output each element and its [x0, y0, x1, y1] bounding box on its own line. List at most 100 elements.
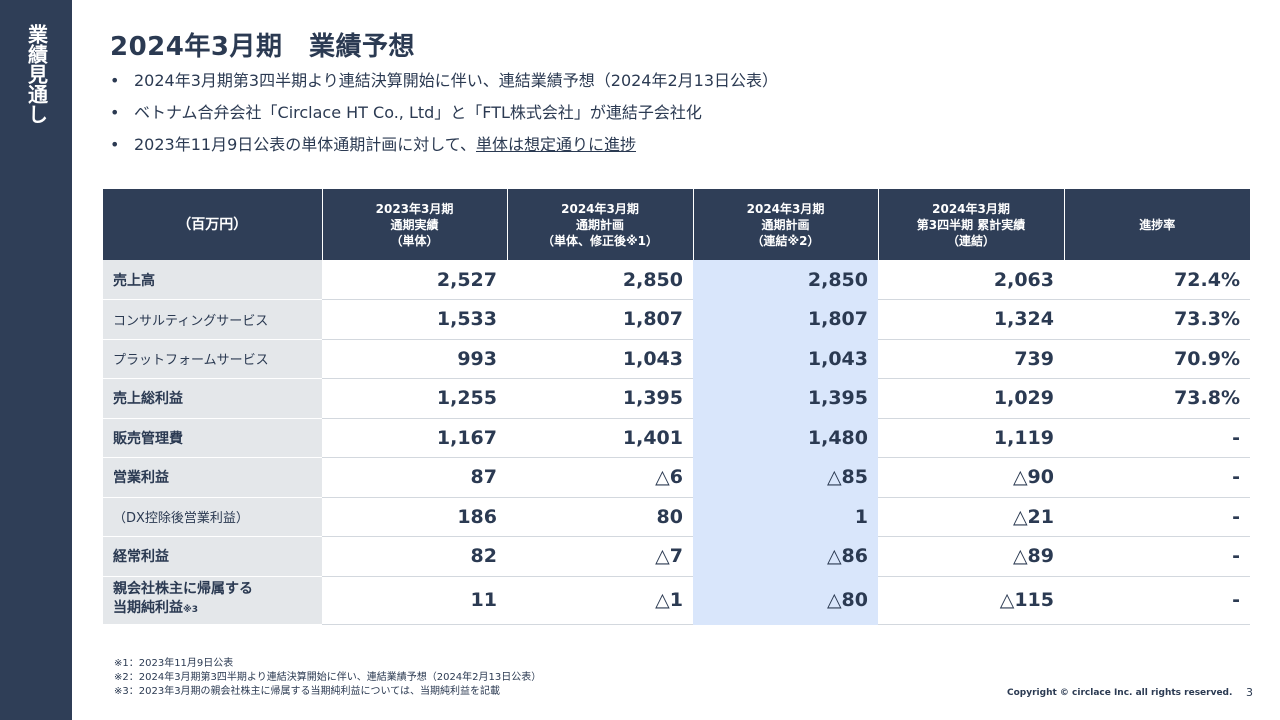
- table-row: 販売管理費 1,167 1,401 1,480 1,119-: [103, 418, 1250, 458]
- table-row: 売上高 2,527 2,850 2,850 2,063 72.4%: [103, 260, 1250, 300]
- row-label: 親会社株主に帰属する 当期純利益※3: [103, 576, 322, 625]
- header-line: 第3四半期 累計実績: [916, 217, 1026, 232]
- bullet-item: • ベトナム合弁会社「Circlace HT Co., Ltd」と「FTL株式会社…: [110, 103, 702, 122]
- table-row: 営業利益 87 △6 △85 △90-: [103, 457, 1250, 498]
- page-title: 2024年3月期 業績予想: [110, 32, 415, 62]
- value-cell: 186: [322, 497, 507, 537]
- value-cell: 1,119: [878, 418, 1064, 458]
- value-cell: 1,395: [693, 378, 878, 419]
- value-cell: 739: [878, 339, 1064, 379]
- value-cell: △7: [507, 536, 693, 577]
- header-line: （連結）: [946, 233, 995, 248]
- bullet-list: • 2024年3月期第3四半期より連結決算開始に伴い、連結業績予想（2024年2月…: [110, 68, 1010, 164]
- header-unit-cell: （百万円）: [103, 189, 323, 260]
- row-label: （DX控除後営業利益）: [103, 497, 322, 537]
- value-cell: 72.4%: [1064, 260, 1250, 300]
- header-line: 通期実績: [390, 217, 439, 232]
- column-header: 2023年3月期 通期実績 （単体）: [322, 189, 508, 260]
- bullet-text: 2023年11月9日公表の単体通期計画に対して、: [134, 135, 476, 154]
- value-cell: △85: [693, 457, 878, 498]
- value-cell: 73.8%: [1064, 378, 1250, 419]
- value-cell: 73.3%: [1064, 299, 1250, 340]
- row-label: コンサルティングサービス: [103, 299, 322, 340]
- column-header: 2024年3月期 第3四半期 累計実績 （連結）: [878, 189, 1065, 260]
- value-cell: 11: [322, 576, 507, 625]
- value-cell: -: [1064, 457, 1250, 498]
- value-cell: 1,324: [878, 299, 1064, 340]
- table-row: プラットフォームサービス 993 1,043 1,043 739 70.9%: [103, 339, 1250, 379]
- value-cell: 82: [322, 536, 507, 577]
- bullet-underlined-text: 単体は想定通りに進捗: [475, 135, 636, 154]
- table-row: コンサルティングサービス 1,533 1,807 1,807 1,324 73.3%: [103, 299, 1250, 340]
- header-line: 2024年3月期: [932, 201, 1010, 216]
- value-cell: 80: [507, 497, 693, 537]
- footnote-3: ※3：2023年3月期の親会社株主に帰属する当期純利益については、当期純利益を記…: [114, 686, 501, 697]
- header-line: （単体、修正後※1）: [541, 233, 659, 248]
- row-label: 経常利益: [103, 536, 322, 577]
- header-line: 通期計画: [761, 217, 810, 232]
- sidebar: 業績見通し: [0, 0, 72, 720]
- value-cell: 1,395: [507, 378, 693, 419]
- value-cell: 2,527: [322, 260, 507, 300]
- value-cell: △21: [878, 497, 1064, 537]
- value-cell: 2,850: [693, 260, 878, 300]
- value-cell: 1,255: [322, 378, 507, 419]
- value-cell: 1,533: [322, 299, 507, 340]
- value-cell: △6: [507, 457, 693, 498]
- value-cell: △1: [507, 576, 693, 625]
- row-label-line: 当期純利益※3: [113, 599, 312, 620]
- value-cell: 1: [693, 497, 878, 537]
- value-cell: -: [1064, 536, 1250, 577]
- value-cell: 1,043: [693, 339, 878, 379]
- value-cell: 993: [322, 339, 507, 379]
- footnote-2: ※2：2024年3月期第3四半期より連結決算開始に伴い、連結業績予想（2024年…: [114, 672, 542, 683]
- forecast-table: （百万円） 2023年3月期 通期実績 （単体） 2024年3月期 通期計画 （単体、修正後…: [103, 189, 1250, 625]
- table-row: 経常利益 82 △7 △86 △89-: [103, 536, 1250, 577]
- column-header: 2024年3月期 通期計画 （連結※2）: [693, 189, 879, 260]
- row-label: 営業利益: [103, 457, 322, 498]
- row-label-line: 親会社株主に帰属する: [113, 581, 253, 597]
- value-cell: 1,029: [878, 378, 1064, 419]
- row-label: 売上高: [103, 260, 322, 300]
- row-label: 売上総利益: [103, 378, 322, 419]
- footnote-1: ※1：2023年11月9日公表: [114, 658, 234, 669]
- header-line: （単体）: [390, 233, 439, 248]
- bullet-item: • 2023年11月9日公表の単体通期計画に対して、単体は想定通りに進捗: [110, 135, 636, 154]
- table-header-row: （百万円） 2023年3月期 通期実績 （単体） 2024年3月期 通期計画 （単体、修正後…: [103, 189, 1250, 260]
- value-cell: △86: [693, 536, 878, 577]
- value-cell: △80: [693, 576, 878, 625]
- footnote-mark: ※3: [183, 605, 199, 615]
- value-cell: △89: [878, 536, 1064, 577]
- table-row: 親会社株主に帰属する 当期純利益※3 11 △1 △80 △115-: [103, 576, 1250, 625]
- row-label: 販売管理費: [103, 418, 322, 458]
- bullet-text: ベトナム合弁会社「Circlace HT Co., Ltd」と「FTL株式会社」…: [134, 103, 702, 122]
- column-header: 2024年3月期 通期計画 （単体、修正後※1）: [507, 189, 694, 260]
- value-cell: -: [1064, 497, 1250, 537]
- value-cell: 1,807: [693, 299, 878, 340]
- header-line: 進捗率: [1139, 217, 1176, 232]
- bullet-text: 2024年3月期第3四半期より連結決算開始に伴い、連結業績予想（2024年2月1…: [134, 71, 779, 90]
- bullet-item: • 2024年3月期第3四半期より連結決算開始に伴い、連結業績予想（2024年2月…: [110, 71, 779, 90]
- footnotes: ※1：2023年11月9日公表 ※2：2024年3月期第3四半期より連結決算開始…: [114, 657, 541, 699]
- table-body: 売上高 2,527 2,850 2,850 2,063 72.4% コンサルティングサービス…: [103, 260, 1250, 625]
- value-cell: △115: [878, 576, 1064, 625]
- header-line: 通期計画: [575, 217, 624, 232]
- value-cell: △90: [878, 457, 1064, 498]
- sidebar-section-label: 業績見通し: [24, 24, 49, 124]
- value-cell: 87: [322, 457, 507, 498]
- table-row: （DX控除後営業利益） 186 80 1 △21-: [103, 497, 1250, 537]
- value-cell: 1,480: [693, 418, 878, 458]
- value-cell: 2,063: [878, 260, 1064, 300]
- value-cell: 2,850: [507, 260, 693, 300]
- row-label: プラットフォームサービス: [103, 339, 322, 379]
- header-line: 2024年3月期: [746, 201, 825, 216]
- value-cell: 1,401: [507, 418, 693, 458]
- page-number: 3: [1246, 686, 1253, 699]
- value-cell: 1,043: [507, 339, 693, 379]
- header-line: （百万円）: [177, 216, 248, 233]
- column-header: 進捗率: [1064, 189, 1250, 260]
- header-line: （連結※2）: [751, 233, 820, 248]
- copyright-text: Copyright © circlace Inc. all rights res…: [1007, 688, 1233, 698]
- row-label-text: 当期純利益: [113, 600, 183, 616]
- value-cell: -: [1064, 576, 1250, 625]
